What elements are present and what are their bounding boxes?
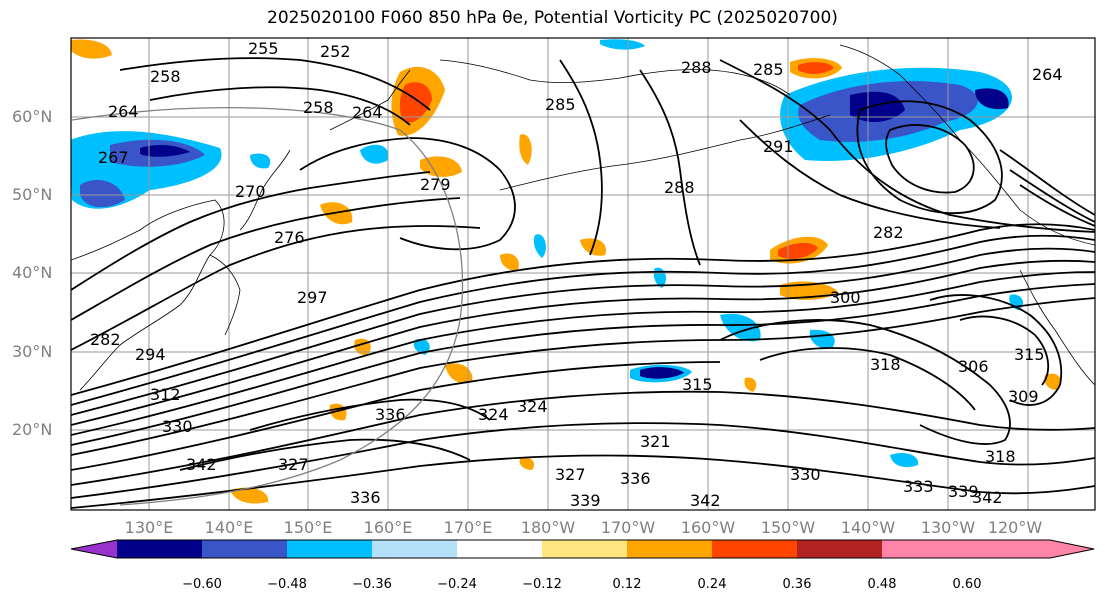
lon-label-160e: 160°E xyxy=(363,518,413,537)
contour-label-330: 330 xyxy=(162,417,193,436)
contour-label-333: 333 xyxy=(903,477,934,496)
contour-label-330: 330 xyxy=(790,465,821,484)
lon-label-140w: 140°W xyxy=(840,518,896,537)
colorbar-segment xyxy=(712,540,797,558)
colorbar-tick: 0.12 xyxy=(612,577,642,592)
lon-label-140e: 140°E xyxy=(204,518,254,537)
colorbar-tick: −0.36 xyxy=(352,577,392,592)
contour-label-342: 342 xyxy=(690,491,721,510)
contour-label-336: 336 xyxy=(375,405,406,424)
contour-label-327: 327 xyxy=(555,465,586,484)
reference-arc xyxy=(71,107,464,506)
lon-label-160w: 160°W xyxy=(680,518,736,537)
contour-label-336: 336 xyxy=(620,469,651,488)
colorbar-end-arrow xyxy=(967,540,1094,558)
contour-label-291: 291 xyxy=(763,137,794,156)
contour-label-324: 324 xyxy=(517,397,548,416)
lat-label-60n: 60°N xyxy=(12,107,53,126)
graticule xyxy=(71,38,1095,510)
colorbar-tick: −0.48 xyxy=(267,577,307,592)
lon-label-150w: 150°W xyxy=(760,518,816,537)
lon-label-120w: 120°W xyxy=(987,518,1043,537)
lat-label-30n: 30°N xyxy=(12,342,53,361)
contour-label-282: 282 xyxy=(90,330,121,349)
lon-label-180w: 180°W xyxy=(520,518,576,537)
contour-label-279: 279 xyxy=(420,175,451,194)
contour-label-324: 324 xyxy=(478,405,509,424)
contour-label-258: 258 xyxy=(150,67,181,86)
contour-labels: 252 255 258 258 264 264 267 264 270 276 … xyxy=(90,39,1063,510)
contour-label-309: 309 xyxy=(1008,387,1039,406)
contour-label-327: 327 xyxy=(278,455,309,474)
contour-label-336: 336 xyxy=(350,488,381,507)
contour-label-288: 288 xyxy=(664,178,695,197)
contour-label-342: 342 xyxy=(972,488,1003,507)
contour-label-312: 312 xyxy=(150,385,181,404)
contour-label-318: 318 xyxy=(870,355,901,374)
contour-label-300: 300 xyxy=(830,288,861,307)
theta-e-contours xyxy=(71,57,1095,509)
contour-label-258: 258 xyxy=(303,98,334,117)
colorbar-tick: 0.48 xyxy=(867,577,897,592)
contour-label-285: 285 xyxy=(545,95,576,114)
colorbar-tick: −0.12 xyxy=(522,577,562,592)
colorbar-tick: −0.24 xyxy=(437,577,477,592)
colorbar-segment xyxy=(457,540,542,558)
colorbar-under-extension xyxy=(71,540,117,558)
lat-label-20n: 20°N xyxy=(12,420,53,439)
contour-label-276: 276 xyxy=(274,228,305,247)
colorbar-tick: −0.60 xyxy=(182,577,222,592)
lat-label-40n: 40°N xyxy=(12,263,53,282)
contour-label-294: 294 xyxy=(135,345,166,364)
colorbar-tick: 0.24 xyxy=(697,577,727,592)
contour-label-267: 267 xyxy=(98,148,129,167)
colorbar-tick: 0.60 xyxy=(952,577,982,592)
contour-label-264: 264 xyxy=(1032,65,1063,84)
colorbar-segment xyxy=(627,540,712,558)
map-title: 2025020100 F060 850 hPa θe, Potential Vo… xyxy=(267,8,838,28)
colorbar xyxy=(70,539,1095,559)
contour-label-315: 315 xyxy=(1014,345,1045,364)
colorbar-segment xyxy=(287,540,372,558)
lon-label-130w: 130°W xyxy=(920,518,976,537)
contour-label-315: 315 xyxy=(682,375,713,394)
contour-label-285: 285 xyxy=(753,60,784,79)
lon-label-130e: 130°E xyxy=(124,518,174,537)
lon-label-170w: 170°W xyxy=(600,518,656,537)
contour-label-339: 339 xyxy=(948,482,979,501)
contour-label-255: 255 xyxy=(248,39,279,58)
contour-label-270: 270 xyxy=(235,182,266,201)
colorbar-segment xyxy=(202,540,287,558)
contour-label-252: 252 xyxy=(320,42,351,61)
map-frame xyxy=(70,37,1096,511)
colorbar-segment xyxy=(542,540,627,558)
contour-label-342: 342 xyxy=(186,455,217,474)
contour-label-321: 321 xyxy=(640,432,671,451)
colorbar-segment xyxy=(797,540,882,558)
contour-label-318: 318 xyxy=(985,447,1016,466)
contour-label-264: 264 xyxy=(352,103,383,122)
contour-label-339: 339 xyxy=(570,491,601,510)
colorbar-segment xyxy=(882,540,967,558)
lon-label-150e: 150°E xyxy=(283,518,333,537)
colorbar-segment xyxy=(372,540,457,558)
contour-label-288: 288 xyxy=(681,58,712,77)
contour-label-282: 282 xyxy=(873,223,904,242)
lat-label-50n: 50°N xyxy=(12,185,53,204)
contour-label-264: 264 xyxy=(108,102,139,121)
colorbar-tick: 0.36 xyxy=(782,577,812,592)
contour-label-306: 306 xyxy=(958,357,989,376)
lon-label-170e: 170°E xyxy=(443,518,493,537)
colorbar-segment xyxy=(117,540,202,558)
contour-label-297: 297 xyxy=(297,288,328,307)
